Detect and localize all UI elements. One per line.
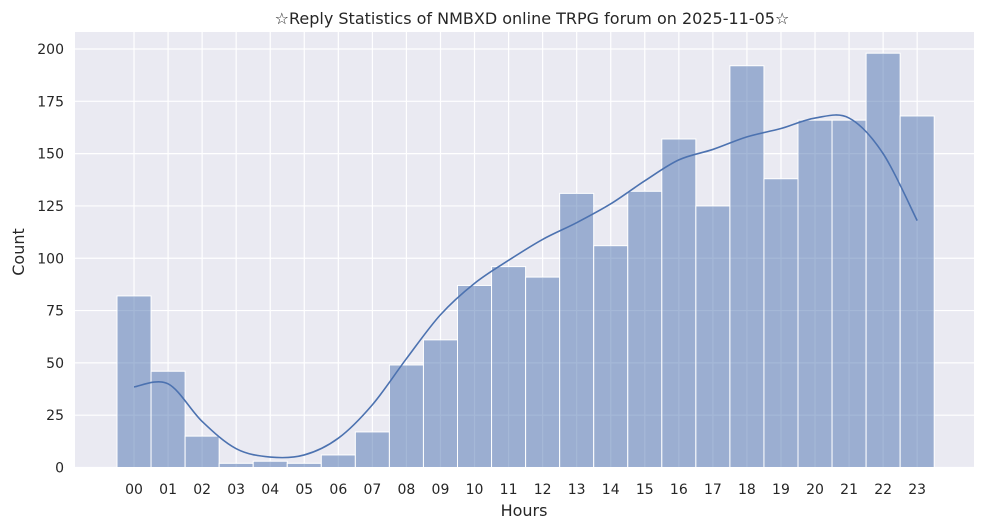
bar-14: [593, 245, 629, 468]
x-tick-label: 02: [193, 482, 211, 498]
y-axis-ticks: 0 25 50 75 100 125 150 175 200: [37, 42, 64, 477]
bar-05: [286, 462, 322, 469]
bars: [116, 52, 935, 469]
bar-04: [252, 460, 288, 469]
bar-08: [388, 364, 424, 468]
y-tick-label: 200: [37, 42, 64, 58]
bar-21: [831, 119, 867, 469]
x-tick-label: 19: [772, 482, 790, 498]
x-tick-label: 00: [125, 482, 143, 498]
y-tick-label: 100: [37, 251, 64, 267]
kde-line: [133, 114, 918, 459]
bar-13: [559, 192, 595, 468]
x-tick-label: 18: [738, 482, 756, 498]
x-tick-label: 04: [261, 482, 279, 498]
x-tick-label: 13: [568, 482, 586, 498]
y-tick-label: 0: [55, 461, 64, 477]
x-tick-label: 22: [874, 482, 892, 498]
bar-01: [150, 370, 186, 468]
bar-23: [899, 115, 935, 469]
x-tick-label: 09: [432, 482, 450, 498]
bar-12: [525, 276, 561, 468]
x-tick-label: 23: [908, 482, 926, 498]
x-tick-label: 10: [466, 482, 484, 498]
y-tick-label: 25: [46, 408, 64, 424]
bar-07: [354, 431, 390, 468]
y-tick-label: 125: [37, 199, 64, 215]
x-tick-label: 20: [806, 482, 824, 498]
bar-18: [729, 65, 765, 469]
bar-06: [320, 454, 356, 469]
y-tick-label: 50: [46, 356, 64, 372]
bar-15: [627, 190, 663, 468]
bar-16: [661, 138, 697, 468]
x-tick-label: 12: [534, 482, 552, 498]
bar-10: [457, 284, 493, 469]
x-tick-label: 17: [704, 482, 722, 498]
bar-09: [422, 339, 459, 469]
bar-02: [184, 435, 220, 468]
x-tick-label: 16: [670, 482, 688, 498]
x-tick-label: 15: [636, 482, 654, 498]
y-tick-label: 75: [46, 304, 64, 320]
y-axis-label: Count: [9, 228, 28, 276]
y-tick-label: 150: [37, 147, 64, 163]
x-tick-label: 08: [398, 482, 416, 498]
bar-19: [763, 178, 799, 469]
x-tick-label: 05: [295, 482, 313, 498]
bar-11: [491, 266, 527, 468]
bar-17: [695, 205, 731, 468]
x-axis-ticks: 00 01 02 03 04 05 06 07 08 09 10 11 12 13 14 15 16 17 18 19…: [125, 482, 926, 498]
x-tick-label: 01: [159, 482, 177, 498]
x-tick-label: 21: [840, 482, 858, 498]
y-tick-label: 175: [37, 94, 64, 110]
bar-22: [865, 52, 901, 469]
bar-03: [218, 462, 254, 469]
x-tick-label: 03: [227, 482, 245, 498]
x-tick-label: 14: [602, 482, 620, 498]
bar-00: [116, 295, 152, 469]
x-tick-label: 06: [329, 482, 347, 498]
chart-title: ☆Reply Statistics of NMBXD online TRPG f…: [275, 9, 790, 28]
bar-20: [797, 119, 833, 469]
x-tick-label: 11: [500, 482, 518, 498]
x-tick-label: 07: [363, 482, 381, 498]
x-axis-label: Hours: [501, 501, 548, 520]
